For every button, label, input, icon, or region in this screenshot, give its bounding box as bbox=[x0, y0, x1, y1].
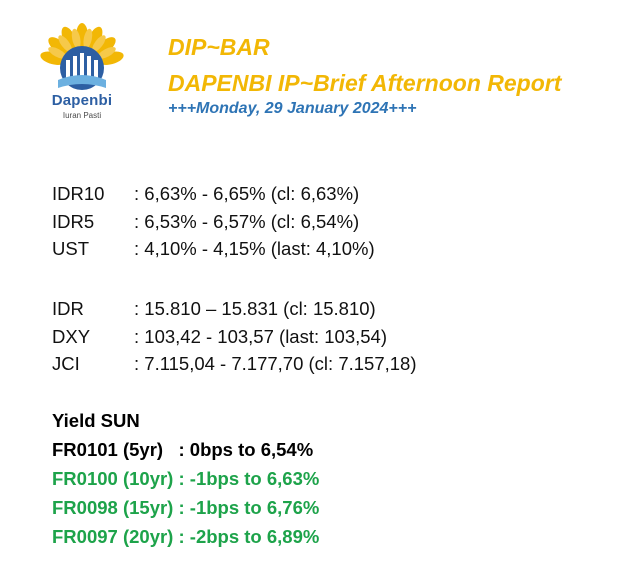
yield-row-fr0098: FR0098 (15yr) : -1bps to 6,76% bbox=[52, 497, 320, 518]
rate-row-idr5: IDR5 : 6,53% - 6,57% (cl: 6,54%) bbox=[52, 208, 375, 236]
yield-row-fr0097: FR0097 (20yr) : -2bps to 6,89% bbox=[52, 526, 320, 547]
fx-index-table: IDR : 15.810 – 15.831 (cl: 15.810) DXY : 1… bbox=[52, 295, 417, 378]
rate-value: : 6,53% - 6,57% (cl: 6,54%) bbox=[134, 210, 360, 232]
fx-row-jci: JCI : 7.115,04 - 7.177,70 (cl: 7.157,18) bbox=[52, 350, 417, 378]
dapenbi-logo: Dapenbi Iuran Pasti bbox=[18, 22, 146, 128]
report-subtitle: DAPENBI IP~Brief Afternoon Report bbox=[168, 70, 562, 96]
fx-label: DXY bbox=[52, 325, 91, 347]
rate-label: UST bbox=[52, 238, 89, 259]
report-date: +++Monday, 29 January 2024+++ bbox=[168, 100, 417, 117]
logo-tagline: Iuran Pasti bbox=[62, 111, 102, 120]
yield-sun-section: Yield SUN FR0101 (5yr) : 0bps to 6,54% F… bbox=[52, 406, 319, 551]
yield-row-fr0100: FR0100 (10yr) : -1bps to 6,63% bbox=[52, 468, 320, 489]
yield-row-fr0101: FR0101 (5yr) : 0bps to 6,54% bbox=[52, 439, 314, 460]
fx-row-idr: IDR : 15.810 – 15.831 (cl: 15.810) bbox=[52, 295, 417, 323]
fx-value: : 7.115,04 - 7.177,70 (cl: 7.157,18) bbox=[134, 353, 417, 374]
sun-building-logo-icon bbox=[40, 23, 124, 90]
rate-row-ust: UST : 4,10% - 4,15% (last: 4,10%) bbox=[52, 235, 375, 263]
fx-label: IDR bbox=[52, 298, 84, 319]
rate-value: : 6,63% - 6,65% (cl: 6,63%) bbox=[134, 183, 360, 204]
logo-name: Dapenbi bbox=[51, 92, 113, 109]
report-title: DIP~BAR bbox=[168, 34, 270, 60]
fx-row-dxy: DXY : 103,42 - 103,57 (last: 103,54) bbox=[52, 323, 417, 351]
rate-label: IDR10 bbox=[52, 183, 105, 204]
fx-label: JCI bbox=[52, 353, 80, 374]
rate-row-idr10: IDR10 : 6,63% - 6,65% (cl: 6,63%) bbox=[52, 180, 375, 208]
fx-value: : 103,42 - 103,57 (last: 103,54) bbox=[134, 325, 388, 347]
yield-sun-heading: Yield SUN bbox=[52, 410, 140, 431]
fx-value: : 15.810 – 15.831 (cl: 15.810) bbox=[134, 298, 376, 319]
rate-label: IDR5 bbox=[52, 210, 95, 232]
bond-rates-table: IDR10 : 6,63% - 6,65% (cl: 6,63%) IDR5 : 6… bbox=[52, 180, 375, 263]
rate-value: : 4,10% - 4,15% (last: 4,10%) bbox=[134, 238, 375, 259]
